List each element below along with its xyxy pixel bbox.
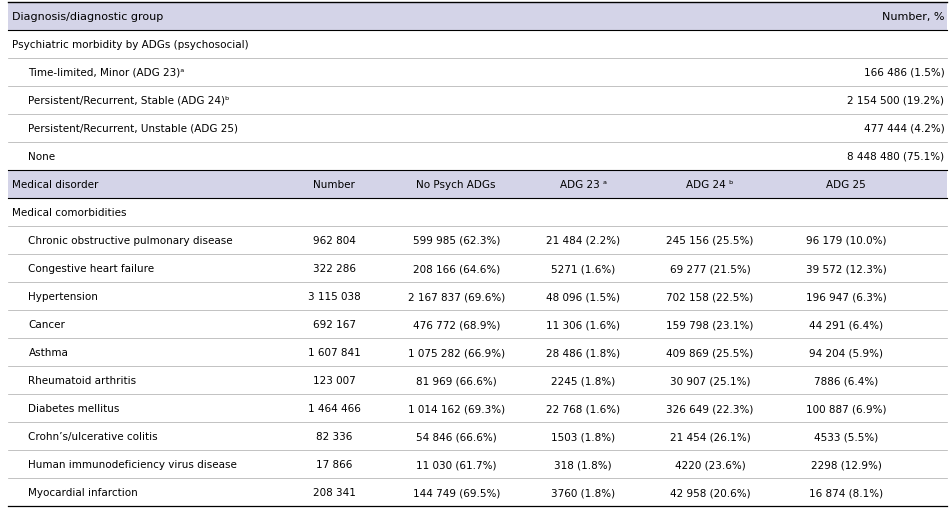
Text: 82 336: 82 336	[316, 432, 352, 441]
Text: 17 866: 17 866	[316, 460, 352, 469]
Text: 962 804: 962 804	[312, 236, 356, 245]
Text: 702 158 (22.5%): 702 158 (22.5%)	[666, 292, 754, 301]
Text: 42 958 (20.6%): 42 958 (20.6%)	[670, 488, 751, 497]
Text: ADG 23 ᵃ: ADG 23 ᵃ	[560, 180, 606, 189]
Text: 326 649 (22.3%): 326 649 (22.3%)	[666, 404, 754, 413]
Text: Persistent/Recurrent, Stable (ADG 24)ᵇ: Persistent/Recurrent, Stable (ADG 24)ᵇ	[28, 96, 230, 105]
Text: 81 969 (66.6%): 81 969 (66.6%)	[416, 376, 496, 385]
Text: 144 749 (69.5%): 144 749 (69.5%)	[413, 488, 500, 497]
Text: 44 291 (6.4%): 44 291 (6.4%)	[809, 320, 884, 329]
Text: Diabetes mellitus: Diabetes mellitus	[28, 404, 120, 413]
Text: 1 464 466: 1 464 466	[307, 404, 361, 413]
Text: 100 887 (6.9%): 100 887 (6.9%)	[806, 404, 886, 413]
Text: Psychiatric morbidity by ADGs (psychosocial): Psychiatric morbidity by ADGs (psychosoc…	[12, 40, 249, 49]
Text: Human immunodeficiency virus disease: Human immunodeficiency virus disease	[28, 460, 237, 469]
Text: 245 156 (25.5%): 245 156 (25.5%)	[666, 236, 754, 245]
Text: 476 772 (68.9%): 476 772 (68.9%)	[413, 320, 500, 329]
Text: None: None	[28, 152, 56, 161]
Text: Number, %: Number, %	[882, 12, 944, 21]
Text: 208 341: 208 341	[312, 488, 356, 497]
Text: 1 075 282 (66.9%): 1 075 282 (66.9%)	[408, 348, 505, 357]
Text: 196 947 (6.3%): 196 947 (6.3%)	[806, 292, 886, 301]
Text: 3760 (1.8%): 3760 (1.8%)	[551, 488, 615, 497]
Text: 22 768 (1.6%): 22 768 (1.6%)	[546, 404, 620, 413]
Text: 159 798 (23.1%): 159 798 (23.1%)	[666, 320, 754, 329]
Text: 94 204 (5.9%): 94 204 (5.9%)	[809, 348, 884, 357]
Text: 318 (1.8%): 318 (1.8%)	[554, 460, 612, 469]
Text: 4533 (5.5%): 4533 (5.5%)	[814, 432, 878, 441]
Text: 8 448 480 (75.1%): 8 448 480 (75.1%)	[847, 152, 944, 161]
Text: 208 166 (64.6%): 208 166 (64.6%)	[413, 264, 500, 273]
Text: 2298 (12.9%): 2298 (12.9%)	[810, 460, 882, 469]
Text: 96 179 (10.0%): 96 179 (10.0%)	[806, 236, 886, 245]
Text: 692 167: 692 167	[312, 320, 356, 329]
Text: Cancer: Cancer	[28, 320, 65, 329]
Text: 322 286: 322 286	[312, 264, 356, 273]
Text: 409 869 (25.5%): 409 869 (25.5%)	[666, 348, 754, 357]
Text: ADG 24 ᵇ: ADG 24 ᵇ	[686, 180, 734, 189]
Text: Medical comorbidities: Medical comorbidities	[12, 208, 127, 217]
Text: 11 030 (61.7%): 11 030 (61.7%)	[416, 460, 496, 469]
Text: 21 454 (26.1%): 21 454 (26.1%)	[669, 432, 751, 441]
Text: Rheumatoid arthritis: Rheumatoid arthritis	[28, 376, 137, 385]
Text: Number: Number	[313, 180, 355, 189]
Text: 7886 (6.4%): 7886 (6.4%)	[814, 376, 878, 385]
Text: 28 486 (1.8%): 28 486 (1.8%)	[546, 348, 620, 357]
Text: Myocardial infarction: Myocardial infarction	[28, 488, 139, 497]
Bar	[8, 171, 947, 199]
Text: 30 907 (25.1%): 30 907 (25.1%)	[670, 376, 750, 385]
Text: ADG 25: ADG 25	[827, 180, 866, 189]
Text: 2 154 500 (19.2%): 2 154 500 (19.2%)	[847, 96, 944, 105]
Text: 54 846 (66.6%): 54 846 (66.6%)	[416, 432, 496, 441]
Text: 1503 (1.8%): 1503 (1.8%)	[551, 432, 615, 441]
Text: Diagnosis/diagnostic group: Diagnosis/diagnostic group	[12, 12, 163, 21]
Text: 4220 (23.6%): 4220 (23.6%)	[675, 460, 745, 469]
Text: 166 486 (1.5%): 166 486 (1.5%)	[864, 68, 944, 77]
Text: 1 014 162 (69.3%): 1 014 162 (69.3%)	[408, 404, 505, 413]
Text: 3 115 038: 3 115 038	[307, 292, 361, 301]
Text: Hypertension: Hypertension	[28, 292, 99, 301]
Text: 69 277 (21.5%): 69 277 (21.5%)	[669, 264, 751, 273]
Text: Congestive heart failure: Congestive heart failure	[28, 264, 155, 273]
Text: 5271 (1.6%): 5271 (1.6%)	[551, 264, 615, 273]
Text: Chronic obstructive pulmonary disease: Chronic obstructive pulmonary disease	[28, 236, 233, 245]
Bar	[8, 3, 947, 31]
Text: No Psych ADGs: No Psych ADGs	[417, 180, 496, 189]
Text: 16 874 (8.1%): 16 874 (8.1%)	[809, 488, 884, 497]
Text: Asthma: Asthma	[28, 348, 68, 357]
Text: 48 096 (1.5%): 48 096 (1.5%)	[546, 292, 620, 301]
Text: 2 167 837 (69.6%): 2 167 837 (69.6%)	[407, 292, 505, 301]
Text: Medical disorder: Medical disorder	[12, 180, 99, 189]
Text: Persistent/Recurrent, Unstable (ADG 25): Persistent/Recurrent, Unstable (ADG 25)	[28, 124, 238, 133]
Text: 11 306 (1.6%): 11 306 (1.6%)	[546, 320, 620, 329]
Text: 1 607 841: 1 607 841	[307, 348, 361, 357]
Text: Time-limited, Minor (ADG 23)ᵃ: Time-limited, Minor (ADG 23)ᵃ	[28, 68, 185, 77]
Text: 599 985 (62.3%): 599 985 (62.3%)	[413, 236, 500, 245]
Text: 477 444 (4.2%): 477 444 (4.2%)	[864, 124, 944, 133]
Text: 2245 (1.8%): 2245 (1.8%)	[551, 376, 615, 385]
Text: 21 484 (2.2%): 21 484 (2.2%)	[546, 236, 620, 245]
Text: 123 007: 123 007	[313, 376, 356, 385]
Text: 39 572 (12.3%): 39 572 (12.3%)	[806, 264, 886, 273]
Text: Crohn’s/ulcerative colitis: Crohn’s/ulcerative colitis	[28, 432, 158, 441]
